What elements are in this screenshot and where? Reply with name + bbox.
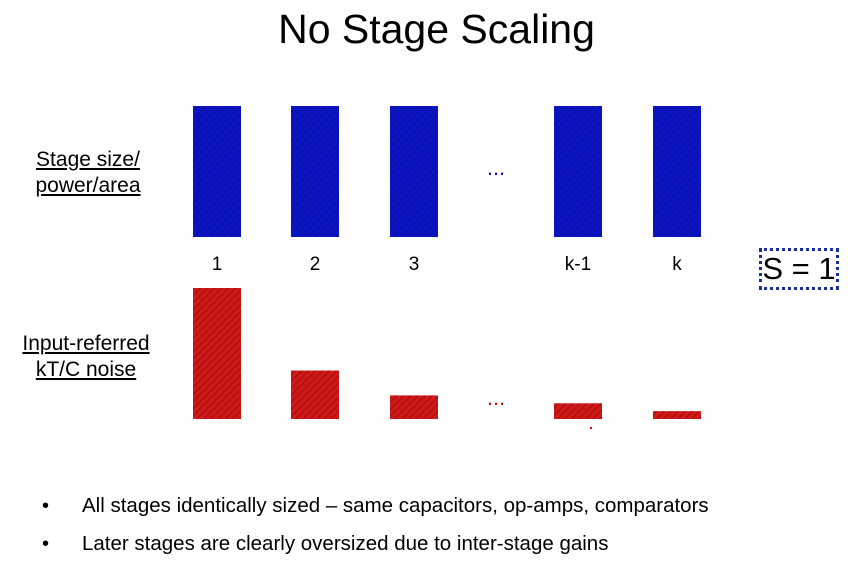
noise-label-line2: kT/C noise bbox=[35, 358, 137, 381]
scaling-factor-box: S = 1 bbox=[759, 248, 839, 290]
stage-number-label: 2 bbox=[309, 254, 321, 275]
bullet-item: Later stages are clearly oversized due t… bbox=[42, 525, 709, 563]
stage-size-bar bbox=[554, 106, 602, 237]
noise-bar bbox=[554, 403, 602, 419]
bullet-item: All stages identically sized – same capa… bbox=[42, 487, 709, 525]
noise-bar bbox=[653, 411, 701, 419]
stage-number-label: 3 bbox=[408, 254, 420, 275]
stage-number-label: k bbox=[672, 254, 682, 275]
slide-title: No Stage Scaling bbox=[278, 6, 595, 52]
noise-label: Input-referred kT/C noise bbox=[6, 331, 166, 383]
stage-size-label-line1: Stage size/ bbox=[36, 148, 140, 171]
stage-size-label: Stage size/ power/area bbox=[22, 147, 154, 199]
stage-number-label: k-1 bbox=[564, 254, 592, 275]
ellipsis-bottom: ... bbox=[487, 385, 505, 410]
stage-size-bar bbox=[291, 106, 339, 237]
stage-size-bar bbox=[653, 106, 701, 237]
stage-size-bar bbox=[390, 106, 438, 237]
noise-dot bbox=[589, 426, 593, 430]
stage-size-bars bbox=[193, 106, 701, 237]
noise-bar bbox=[390, 395, 438, 419]
stage-number-label: 1 bbox=[211, 254, 223, 275]
stage-size-bar bbox=[193, 106, 241, 237]
noise-bar bbox=[291, 370, 339, 419]
bullet-list: All stages identically sized – same capa… bbox=[42, 487, 709, 563]
noise-label-line1: Input-referred bbox=[22, 332, 150, 355]
stage-size-label-line2: power/area bbox=[35, 174, 141, 197]
noise-bars bbox=[193, 288, 701, 419]
noise-bar bbox=[193, 288, 241, 419]
ellipsis-top: ... bbox=[487, 155, 505, 180]
